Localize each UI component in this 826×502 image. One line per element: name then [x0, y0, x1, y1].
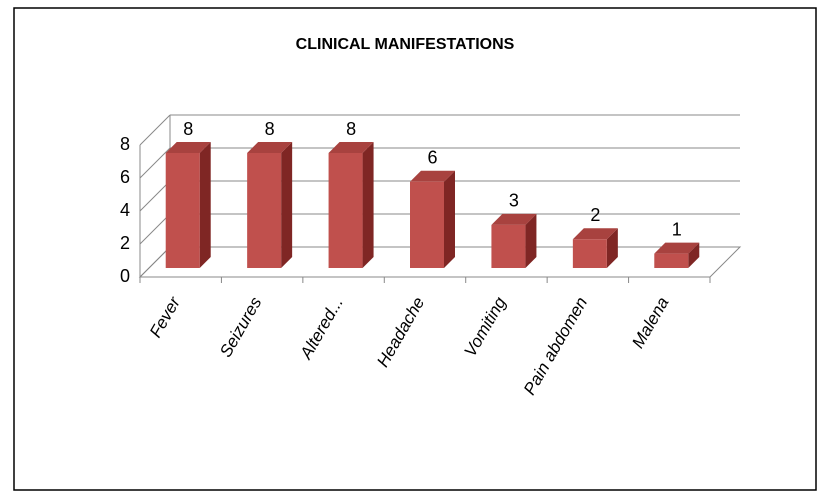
bar-front [328, 153, 363, 268]
value-label: 6 [427, 148, 437, 168]
bar [654, 242, 700, 268]
bar [410, 170, 455, 268]
grid-line [139, 246, 171, 278]
bar-side [199, 142, 211, 268]
bar-side [444, 170, 455, 268]
bar [247, 142, 293, 268]
value-label: 1 [672, 219, 682, 239]
bar-side [362, 142, 374, 268]
bar [491, 213, 537, 268]
bar-front [247, 153, 282, 268]
value-label: 3 [509, 191, 519, 211]
value-label: 8 [265, 119, 275, 139]
bar [328, 142, 374, 268]
bar-side [525, 213, 537, 268]
y-tick-label: 8 [120, 134, 130, 154]
bar-front [654, 253, 689, 268]
value-label: 2 [590, 205, 600, 225]
value-label: 8 [346, 119, 356, 139]
bar-top [247, 142, 293, 153]
grid-line [139, 213, 171, 245]
bar-top [654, 242, 700, 254]
bar-top [572, 228, 618, 240]
bar-front [165, 153, 200, 268]
bar-top [410, 170, 455, 182]
bar-side [688, 242, 700, 268]
y-tick-label: 0 [120, 266, 130, 286]
bar-top [491, 213, 537, 225]
bar-top [328, 142, 374, 153]
grid-line [139, 147, 171, 179]
bar-front [491, 224, 526, 268]
bar [572, 228, 618, 268]
bar-front [572, 239, 607, 268]
grid-line [139, 114, 171, 146]
y-tick-label: 2 [120, 233, 130, 253]
y-tick-label: 4 [120, 200, 130, 220]
bar-front [410, 181, 444, 268]
y-tick-label: 6 [120, 167, 130, 187]
grid-line [139, 180, 171, 212]
chart-title: CLINICAL MANIFESTATIONS [296, 36, 515, 53]
bar-top [165, 142, 211, 153]
bar [165, 142, 211, 268]
bar-side [606, 228, 618, 268]
value-label: 8 [183, 119, 193, 139]
bar-side [281, 142, 293, 268]
